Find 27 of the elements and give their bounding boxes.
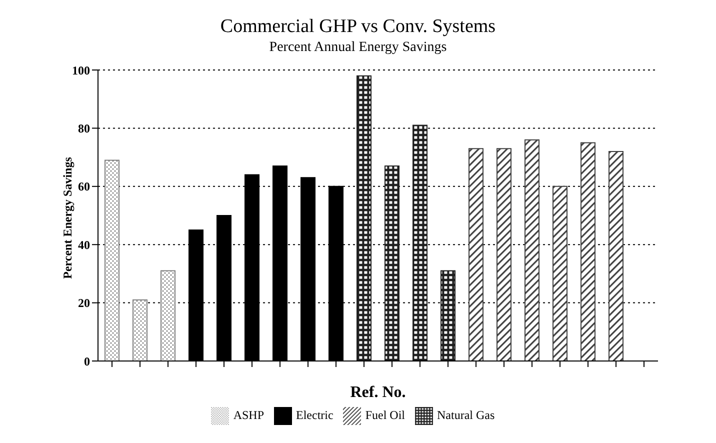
y-tick-label: 0 [84, 354, 90, 368]
bar [524, 139, 540, 361]
bar [104, 160, 120, 361]
y-tick-label: 80 [78, 121, 90, 136]
legend-label: Electric [296, 408, 334, 422]
x-axis-title: Ref. No. [350, 384, 406, 401]
legend-label: Fuel Oil [365, 408, 405, 422]
bar [468, 148, 484, 361]
bar [132, 299, 148, 361]
bar [608, 150, 624, 361]
y-tick-label: 60 [78, 180, 90, 194]
bar [496, 148, 512, 361]
legend-label: Natural Gas [437, 408, 495, 422]
bar [552, 186, 568, 361]
bar [412, 124, 428, 361]
bar [580, 142, 596, 361]
y-tick-label: 20 [78, 296, 90, 310]
bar [384, 166, 400, 361]
chart-title: Commercial GHP vs Conv. Systems [219, 16, 497, 38]
y-tick-label: 100 [72, 63, 90, 78]
legend-label: ASHP [233, 408, 264, 422]
y-axis-title: Percent Energy Savings [60, 157, 76, 279]
bar [160, 270, 176, 361]
bar [356, 75, 372, 361]
chart-subtitle: Percent Annual Energy Savings [268, 40, 448, 56]
y-tick-label: 40 [78, 238, 90, 252]
bar [440, 270, 456, 361]
